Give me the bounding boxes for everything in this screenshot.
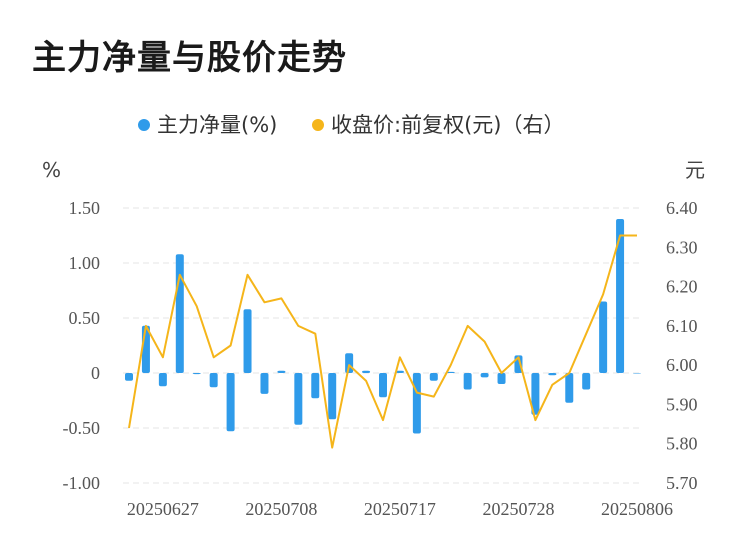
legend-marker-close-price — [312, 119, 324, 131]
right-tick-label: 6.30 — [666, 237, 698, 257]
legend-label-main-net: 主力净量(%) — [157, 113, 277, 137]
bar — [226, 373, 235, 432]
left-tick-label: -1.00 — [63, 473, 101, 493]
bar — [480, 373, 489, 378]
bar — [379, 373, 387, 398]
bar — [412, 373, 421, 434]
legend-label-close-price: 收盘价:前复权(元)（右） — [331, 113, 564, 137]
bar — [565, 373, 574, 403]
right-axis-unit: 元 — [685, 158, 705, 182]
right-tick-label: 6.10 — [666, 316, 698, 336]
bar — [531, 373, 540, 415]
grid-lines — [123, 207, 642, 484]
right-tick-label: 5.90 — [666, 394, 698, 414]
bar — [548, 373, 557, 376]
bar-series — [125, 219, 641, 434]
bar — [125, 373, 133, 381]
left-axis-unit: % — [42, 158, 61, 182]
bar — [395, 370, 404, 373]
right-tick-label: 6.40 — [666, 198, 698, 218]
legend-marker-main-net — [138, 119, 150, 131]
x-tick-label: 20250806 — [601, 499, 673, 519]
legend: 主力净量(%) 收盘价:前复权(元)（右） — [138, 113, 564, 137]
bar — [599, 301, 608, 373]
left-tick-label: -0.50 — [63, 418, 101, 438]
line-series — [128, 234, 637, 449]
left-tick-label: 1.00 — [69, 253, 101, 273]
bar — [463, 373, 472, 390]
right-tick-label: 6.20 — [666, 277, 698, 297]
x-axis-ticks: 20250627 20250708 20250717 20250728 20250806 — [127, 499, 673, 519]
right-tick-label: 5.80 — [666, 434, 698, 454]
left-tick-label: 0.50 — [69, 308, 101, 328]
bar — [243, 309, 252, 373]
x-tick-label: 20250717 — [364, 499, 436, 519]
x-tick-label: 20250627 — [127, 499, 199, 519]
left-tick-label: 0 — [91, 363, 100, 383]
bar — [328, 373, 337, 420]
x-tick-label: 20250708 — [245, 499, 317, 519]
bar — [429, 373, 438, 381]
right-tick-label: 6.00 — [666, 355, 698, 375]
close-price-line — [128, 234, 637, 449]
bar — [311, 373, 320, 399]
bar — [362, 370, 371, 373]
bar — [582, 373, 591, 390]
bar — [277, 370, 286, 373]
left-axis-ticks: 1.50 1.00 0.50 0 -0.50 -1.00 — [63, 198, 101, 493]
right-tick-label: 5.70 — [666, 473, 698, 493]
bar — [209, 373, 218, 388]
left-tick-label: 1.50 — [69, 198, 101, 218]
x-tick-label: 20250728 — [482, 499, 554, 519]
bar — [175, 254, 184, 373]
bar — [192, 373, 201, 375]
bar — [633, 373, 641, 374]
bar — [158, 373, 167, 387]
chart-title: 主力净量与股价走势 — [32, 38, 347, 78]
right-axis-ticks: 6.40 6.30 6.20 6.10 6.00 5.90 5.80 5.70 — [666, 198, 698, 493]
bar — [260, 373, 269, 394]
bar — [294, 373, 303, 425]
bar — [345, 353, 354, 373]
bar — [497, 373, 506, 384]
bar — [616, 219, 625, 373]
bar — [446, 371, 455, 373]
